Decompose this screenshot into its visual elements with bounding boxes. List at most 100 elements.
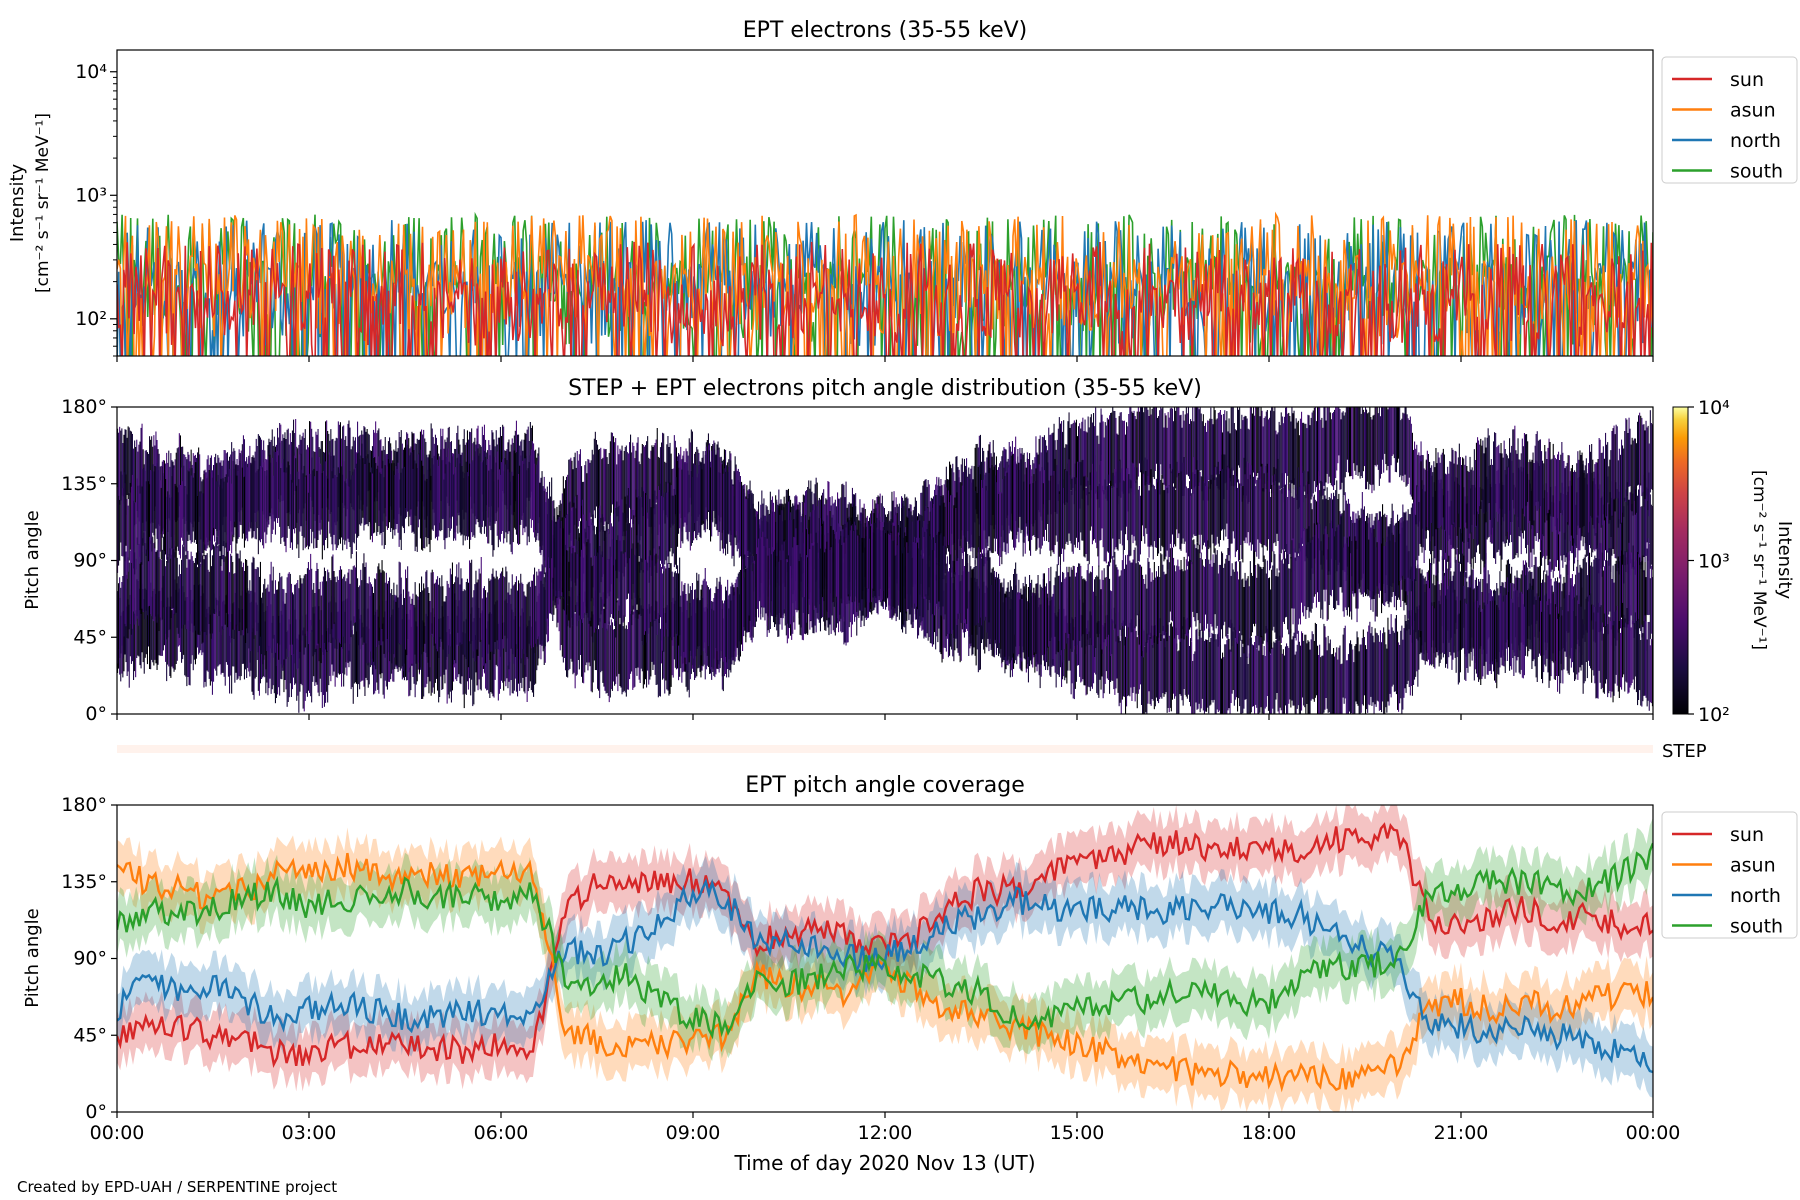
heatmap-cell [751,492,753,564]
heatmap-cell [242,562,244,636]
heatmap-cell [1238,625,1240,699]
heatmap-cell [1322,427,1324,496]
heatmap-cell [311,629,313,703]
heatmap-cell [156,594,158,670]
heatmap-cell [750,490,752,558]
heatmap-cell [1562,610,1564,684]
heatmap-cell [1568,595,1570,675]
heatmap-cell [344,481,346,545]
heatmap-cell [531,627,533,693]
heatmap-cell [1522,604,1524,679]
heatmap-cell [1386,648,1388,713]
heatmap-cell [544,502,546,568]
heatmap-cell [583,514,585,574]
heatmap-cell [1528,479,1530,568]
heatmap-cell [1095,471,1097,543]
heatmap-cell [647,562,649,634]
heatmap-cell [147,551,149,607]
heatmap-cell [1323,488,1325,565]
heatmap-cell [513,450,515,528]
heatmap-cell [1566,552,1568,632]
heatmap-cell [589,591,591,667]
heatmap-cell [1417,609,1419,687]
heatmap-cell [1457,614,1459,685]
heatmap-cell [709,450,711,531]
heatmap-cell [1334,496,1336,574]
heatmap-cell [1319,407,1321,484]
heatmap-cell [1608,548,1610,615]
heatmap-cell [1633,566,1635,638]
heatmap-cell [814,510,816,570]
heatmap-cell [1349,407,1351,477]
heatmap-cell [1208,481,1210,550]
heatmap-cell [1159,410,1161,495]
heatmap-cell [412,593,414,660]
heatmap-cell [776,499,778,583]
heatmap-cell [1615,610,1617,675]
heatmap-cell [1125,471,1127,535]
heatmap-cell [288,465,290,529]
heatmap-cell [1134,626,1136,702]
heatmap-cell [581,505,583,586]
heatmap-cell [204,555,206,632]
heatmap-cell [686,463,688,540]
heatmap-cell [1266,628,1268,696]
heatmap-cell [221,602,223,673]
heatmap-cell [592,454,594,531]
heatmap-cell [1305,634,1307,714]
heatmap-cell [295,458,297,529]
heatmap-cell [271,622,273,690]
heatmap-cell [178,564,180,638]
heatmap-cell [1369,407,1371,485]
heatmap-cell [1279,425,1281,490]
heatmap-cell [1334,656,1336,714]
heatmap-cell [342,474,344,551]
heatmap-cell [649,458,651,528]
heatmap-cell [1512,602,1514,658]
heatmap-cell [1394,407,1396,472]
heatmap-cell [1271,407,1273,494]
heatmap-cell [350,479,352,559]
heatmap-cell [1194,651,1196,714]
heatmap-cell [1136,467,1138,548]
heatmap-cell [602,457,604,532]
heatmap-cell [621,499,623,580]
heatmap-cell [1650,638,1652,704]
heatmap-cell [1415,448,1417,525]
heatmap-cell [279,442,281,527]
heatmap-cell [573,457,575,540]
heatmap-cell [1479,487,1481,554]
heatmap-cell [1500,600,1502,658]
heatmap-cell [1637,620,1639,706]
heatmap-cell [361,580,363,638]
heatmap-cell [310,421,312,497]
heatmap-cell [334,576,336,649]
heatmap-cell [1533,604,1535,660]
heatmap-cell [1285,646,1287,706]
heatmap-cell [687,470,689,542]
heatmap-cell [140,485,142,563]
heatmap-cell [666,492,668,551]
heatmap-cell [1117,434,1119,505]
heatmap-cell [329,452,331,534]
heatmap-cell [565,544,567,627]
heatmap-cell [1390,614,1392,698]
heatmap-cell [118,583,120,649]
heatmap-cell [1144,457,1146,544]
heatmap-cell [1209,418,1211,489]
heatmap-cell [719,576,721,662]
heatmap-cell [1062,431,1064,491]
heatmap-cell [757,547,759,609]
heatmap-cell [617,535,619,599]
heatmap-cell [617,445,619,517]
heatmap-cell [1094,455,1096,539]
heatmap-cell [1287,413,1289,476]
heatmap-cell [549,532,551,614]
heatmap-cell [435,624,437,679]
heatmap-cell [1130,619,1132,688]
heatmap-cell [198,447,200,522]
heatmap-cell [1170,471,1172,542]
heatmap-cell [1112,620,1114,681]
heatmap-cell [129,430,131,493]
heatmap-cell [1607,560,1609,635]
